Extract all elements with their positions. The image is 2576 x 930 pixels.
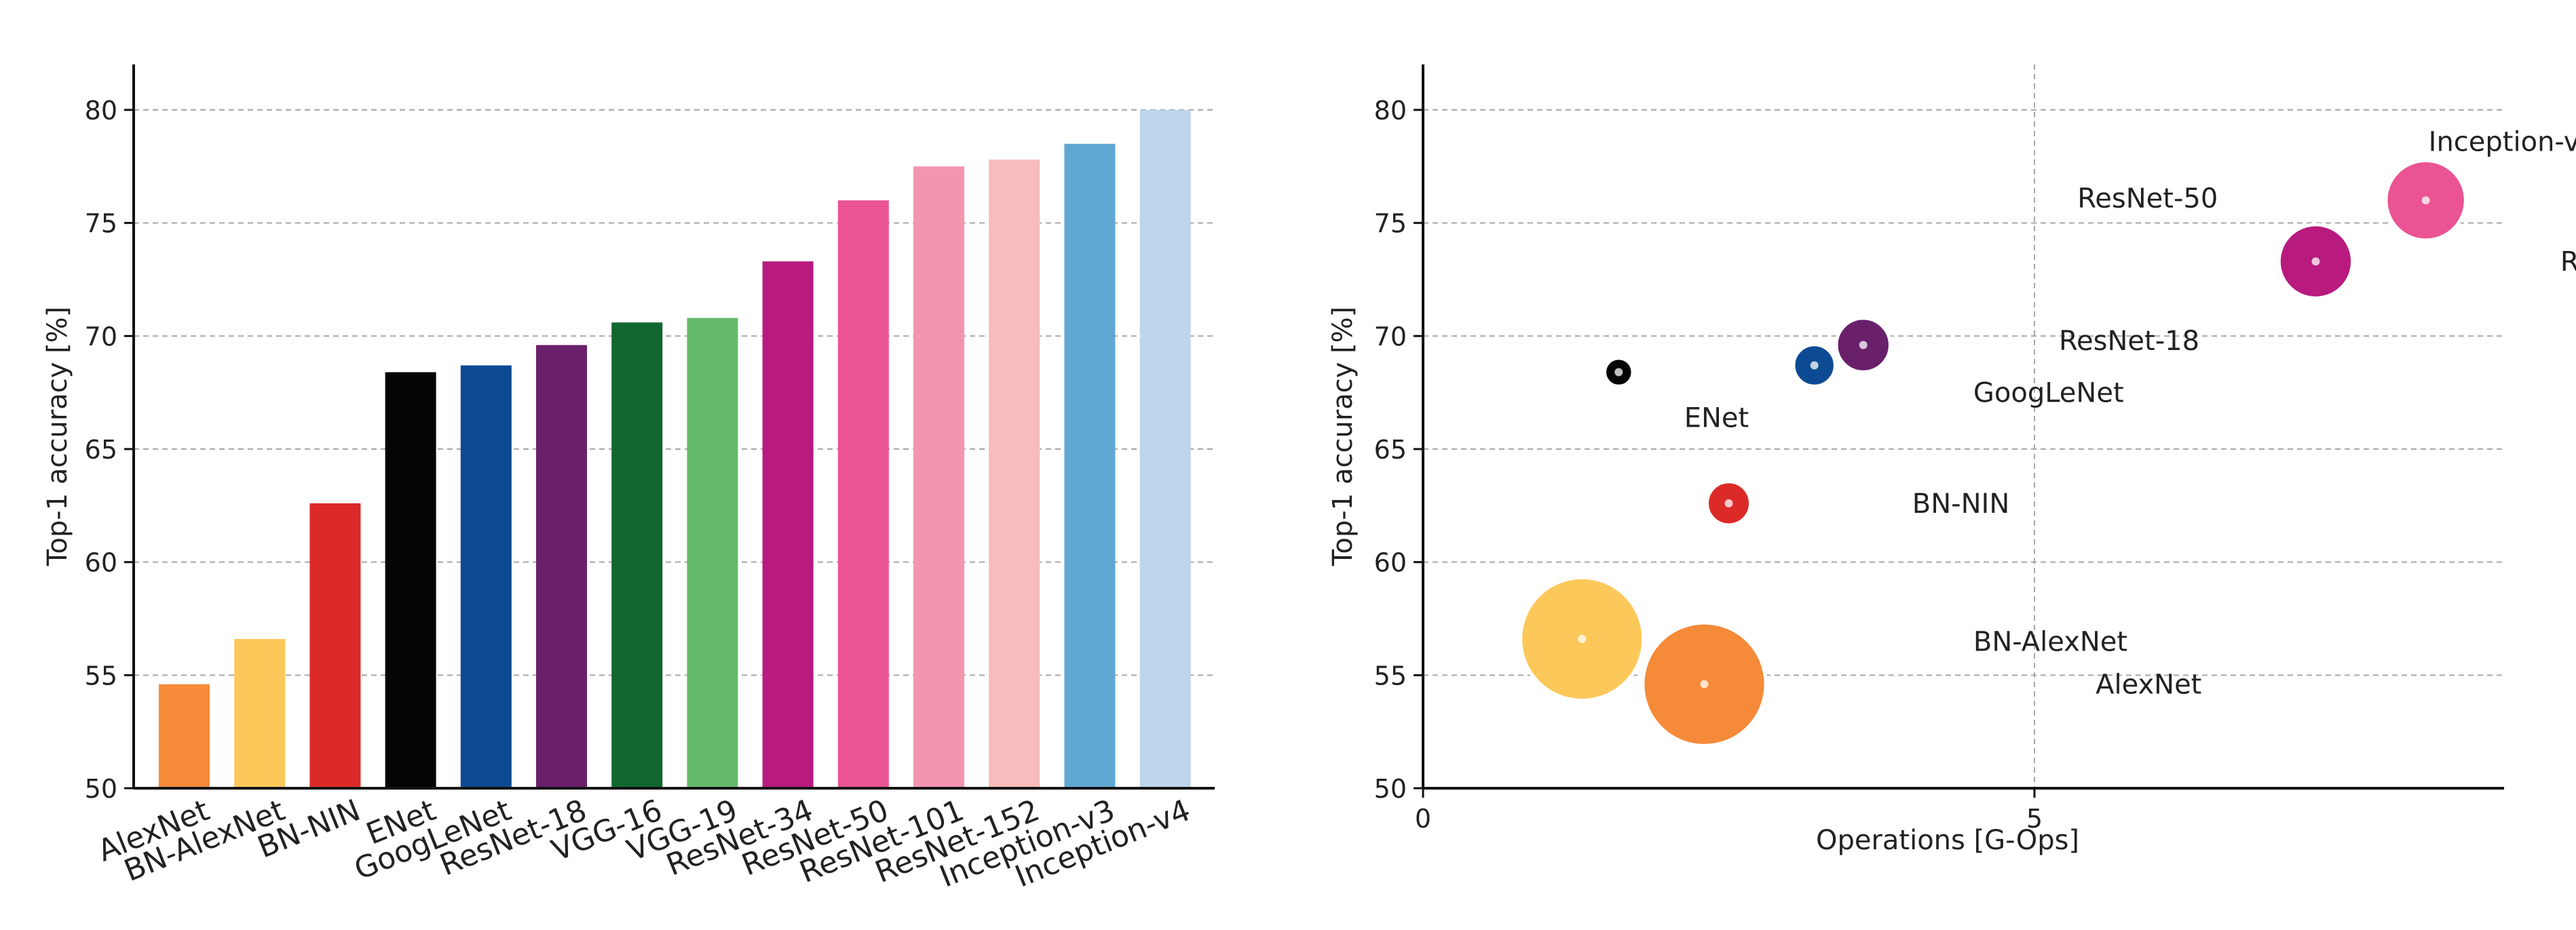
right-x-tick-label: 0 [1415, 804, 1431, 834]
right-y-tick-label: 55 [1374, 661, 1407, 691]
bar-resnet-152 [989, 159, 1040, 789]
right-y-axis-label: Top-1 accuracy [%] [1327, 307, 1359, 567]
bar-resnet-101 [913, 166, 964, 789]
bar-bn-nin [309, 503, 361, 788]
bar-resnet-50 [837, 200, 889, 788]
right-y-tick-label: 65 [1374, 435, 1407, 465]
point-label-resnet-18: ResNet-18 [2059, 326, 2199, 357]
bubble-center-bn-nin [1724, 499, 1733, 507]
bar-vgg-19 [687, 317, 738, 789]
bar-resnet-18 [536, 345, 587, 789]
left-y-tick-label: 55 [85, 661, 117, 691]
bar-resnet-34 [762, 261, 814, 788]
right-x-axis-label: Operations [G-Ops] [1816, 825, 2079, 856]
point-label-resnet-50: ResNet-50 [2077, 183, 2218, 214]
right-bubbles [1519, 159, 2467, 748]
bar-bn-alexnet [234, 639, 286, 788]
left-y-tick-label: 65 [85, 435, 117, 465]
right-y-tick-label: 60 [1374, 548, 1407, 578]
left-y-tick-label: 60 [85, 548, 117, 578]
bar-inception-v3 [1064, 144, 1116, 788]
bubble-center-enet [1614, 368, 1623, 376]
bubble-center-resnet-50 [2421, 196, 2430, 205]
bar-alexnet [159, 684, 210, 788]
left-gridlines [134, 109, 1215, 676]
bubble-center-resnet-34 [2311, 257, 2320, 266]
left-y-tick-label: 50 [85, 774, 117, 804]
point-label-googlenet: GoogLeNet [1973, 378, 2124, 409]
right-y-tick-label: 70 [1374, 322, 1407, 351]
left-y-tick-label: 75 [85, 209, 117, 239]
right-x-tick-label: 5 [2026, 804, 2043, 834]
point-label-inception-v3: Inception-v3 [2429, 127, 2576, 158]
bubble-center-alexnet [1700, 680, 1709, 689]
right-y-tick-label: 50 [1374, 774, 1407, 804]
right-axes: 5055606570758005101520253035405M35M65M95… [1374, 64, 2576, 834]
bubble-center-resnet-18 [1859, 341, 1868, 349]
point-label-bn-alexnet: BN-AlexNet [1973, 626, 2127, 657]
bar-inception-v4 [1139, 110, 1191, 788]
left-y-tick-label: 80 [85, 96, 117, 125]
right-y-tick-label: 80 [1374, 96, 1407, 125]
bar-enet [385, 372, 436, 788]
point-label-alexnet: AlexNet [2096, 670, 2201, 701]
point-label-enet: ENet [1684, 402, 1749, 433]
point-label-resnet-34: ResNet-34 [2560, 246, 2576, 277]
left-bars [159, 110, 1191, 789]
bubble-center-bn-alexnet [1578, 635, 1587, 643]
scatter-chart-accuracy-vs-ops: 5055606570758005101520253035405M35M65M95… [1327, 64, 2576, 856]
bar-chart-accuracy: 50556065707580AlexNetBN-AlexNetBN-NINENe… [42, 64, 1215, 894]
left-y-axis-label: Top-1 accuracy [%] [42, 307, 73, 567]
bar-vgg-16 [611, 322, 663, 788]
point-label-bn-nin: BN-NIN [1912, 488, 2009, 520]
right-y-tick-label: 75 [1374, 209, 1407, 239]
bubble-center-googlenet [1810, 361, 1819, 370]
bar-googlenet [460, 365, 512, 788]
right-gridlines [1423, 64, 2504, 788]
left-y-tick-label: 70 [85, 322, 117, 351]
